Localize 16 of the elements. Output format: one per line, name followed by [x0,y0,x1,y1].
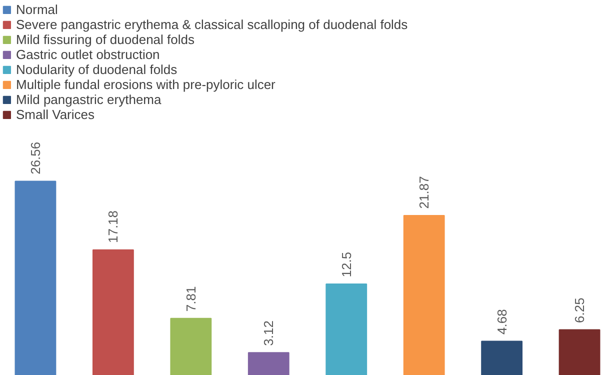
data-label: 17.18 [106,210,121,244]
data-label: 21.87 [416,176,432,209]
legend-label: Severe pangastric erythema & classical scalloping of duodenal folds [16,17,408,32]
legend-label: Small Varices [16,107,95,122]
legend-label: Normal [16,2,58,17]
legend-label: Mild fissuring of duodenal folds [16,32,194,47]
data-label: 12.5 [338,252,354,278]
legend-label: Multiple fundal erosions with pre-pyloric ulcer [16,77,276,92]
data-label: 3.12 [261,320,276,346]
legend-label: Gastric outlet obstruction [16,47,160,62]
data-label: 6.25 [572,298,588,323]
legend-label: Nodularity of duodenal folds [16,62,178,77]
data-label: 26.56 [28,142,43,174]
data-label: 4.68 [494,309,510,334]
legend-label: Mild pangastric erythema [16,92,162,107]
data-label: 7.81 [183,286,198,312]
